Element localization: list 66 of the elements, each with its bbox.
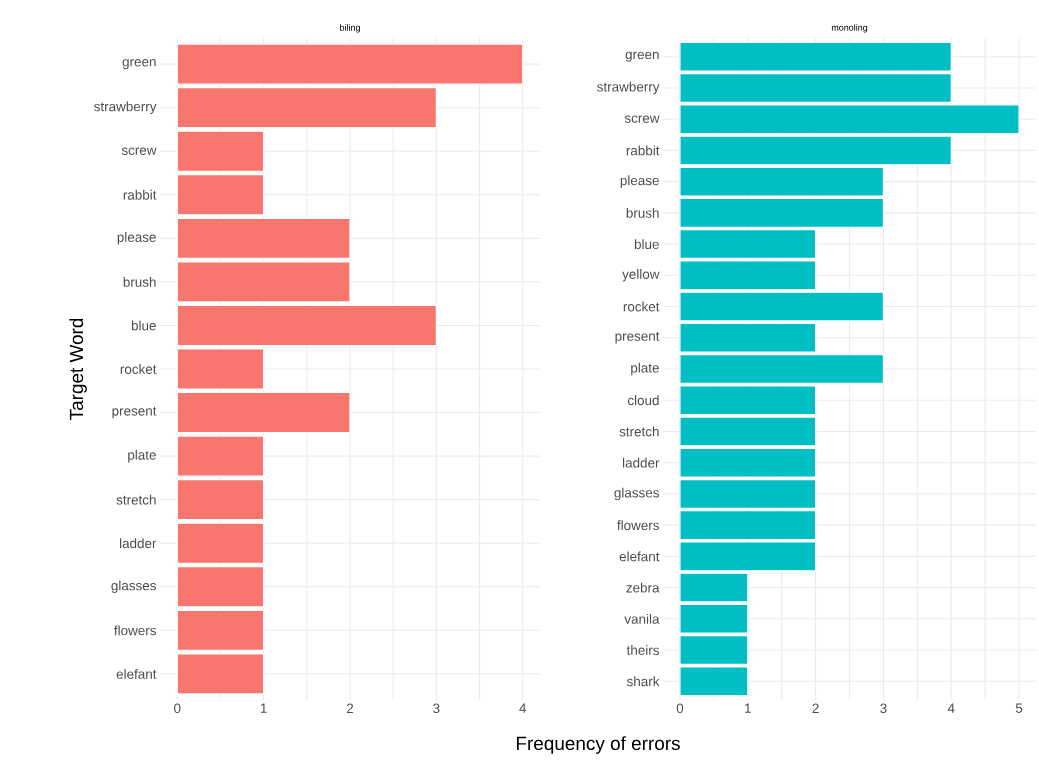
y-tick-label: green (122, 59, 156, 70)
bar (176, 261, 351, 303)
bar (176, 435, 265, 477)
y-tick-label: flowers (617, 520, 659, 531)
x-tick-label: 4 (519, 703, 527, 713)
bar (176, 130, 265, 172)
x-axis-title: Frequency of errors (516, 736, 680, 754)
y-tick-label: cloud (627, 395, 659, 406)
bar (176, 479, 265, 521)
y-tick-label: rocket (623, 301, 660, 312)
chart-title: monoling (831, 24, 868, 33)
bar (176, 304, 437, 347)
bar (176, 348, 265, 390)
y-tick-label: ladder (120, 538, 157, 549)
y-tick-label: yellow (622, 269, 660, 282)
y-tick-label: screw (624, 115, 660, 123)
y-tick-label: flowers (114, 625, 156, 636)
y-tick-label: plate (128, 449, 156, 463)
x-tick-label: 4 (947, 703, 955, 713)
y-tick-label: shark (626, 676, 660, 687)
y-tick-label: present (615, 332, 660, 344)
y-tick-label: stretch (116, 494, 156, 505)
y-tick-label: glasses (614, 487, 659, 501)
x-tick-label: 1 (260, 703, 267, 713)
y-tick-label: blue (131, 320, 156, 331)
x-tick-label: 1 (745, 703, 751, 713)
y-tick-label: please (117, 232, 156, 245)
y-tick-label: vanila (624, 613, 660, 624)
y-tick-label: strawberry (94, 101, 157, 114)
x-tick-label: 2 (812, 703, 819, 713)
bar (176, 653, 265, 695)
x-tick-label: 2 (346, 703, 354, 713)
y-axis-title: Target Word (69, 318, 87, 420)
y-tick-label: brush (123, 276, 156, 287)
y-tick-label: brush (626, 207, 659, 218)
bar (176, 522, 265, 564)
bar (176, 43, 524, 85)
y-tick-label: elefant (619, 551, 660, 562)
y-tick-label: rabbit (626, 145, 660, 156)
x-tick-label: 5 (1015, 703, 1023, 713)
bar (176, 174, 265, 216)
bar (176, 566, 265, 608)
x-tick-label: 3 (433, 703, 440, 714)
y-tick-label: plate (631, 362, 659, 376)
y-tick-label: please (620, 175, 659, 188)
x-tick-label: 0 (676, 703, 684, 714)
y-tick-label: present (112, 406, 157, 419)
x-tick-label: 3 (880, 703, 887, 714)
y-tick-label: ladder (623, 457, 660, 468)
y-tick-label: screw (121, 147, 157, 155)
y-tick-label: blue (634, 239, 659, 250)
y-tick-label: green (625, 51, 659, 62)
x-tick-label: 0 (174, 703, 181, 714)
y-tick-label: strawberry (597, 81, 660, 95)
y-tick-label: stretch (619, 426, 659, 437)
y-tick-label: rocket (120, 364, 157, 374)
y-tick-label: zebra (626, 582, 660, 593)
y-tick-label: rabbit (123, 189, 157, 200)
bar (176, 391, 351, 434)
bar (176, 217, 351, 259)
y-tick-label: elefant (116, 668, 157, 679)
bar (176, 87, 437, 129)
chart-title: biling (340, 24, 360, 33)
bar (176, 609, 265, 651)
y-tick-label: theirs (626, 645, 659, 655)
y-tick-label: glasses (111, 580, 156, 594)
